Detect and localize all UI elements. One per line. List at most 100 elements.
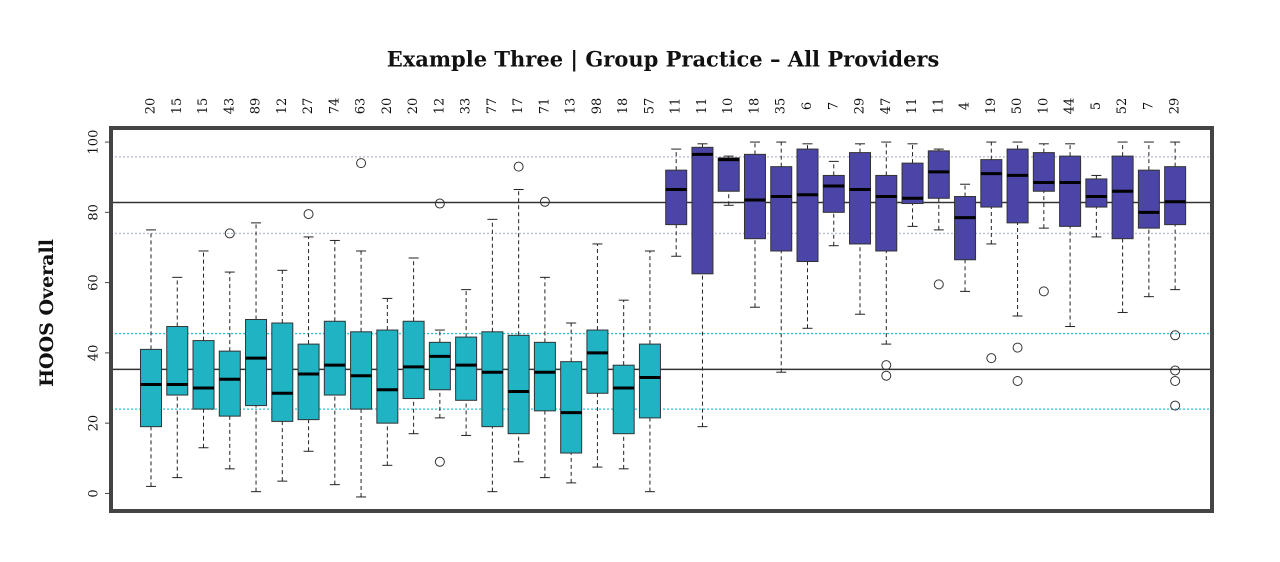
count-label: 11	[669, 98, 684, 115]
count-label: 15	[170, 98, 185, 115]
box	[1032, 152, 1055, 192]
box	[927, 150, 950, 199]
outlier	[539, 196, 550, 207]
count-label: 29	[853, 98, 868, 115]
count-label: 44	[1063, 98, 1078, 115]
box	[796, 148, 819, 263]
count-label: 98	[590, 98, 605, 115]
box	[376, 329, 399, 424]
outlier	[356, 158, 367, 169]
box	[849, 152, 872, 245]
count-label: 35	[774, 98, 789, 115]
count-label: 74	[327, 98, 342, 115]
box	[192, 340, 215, 410]
outlier	[1170, 330, 1181, 341]
count-label: 20	[406, 98, 421, 115]
box	[1059, 155, 1082, 227]
count-label: 13	[564, 98, 579, 115]
count-label: 17	[511, 98, 526, 115]
count-label: 12	[432, 98, 447, 115]
outlier	[1170, 375, 1181, 386]
box	[612, 364, 635, 435]
plot-frame	[109, 126, 1214, 513]
count-label: 7	[826, 102, 841, 110]
count-label: 11	[695, 98, 710, 115]
count-label: 12	[275, 98, 290, 115]
outlier	[434, 456, 445, 467]
box	[323, 320, 346, 396]
count-label: 77	[485, 98, 500, 115]
box	[665, 169, 688, 226]
box	[1006, 148, 1029, 224]
box	[218, 350, 241, 417]
outlier	[1012, 342, 1023, 353]
count-label: 5	[1089, 102, 1104, 110]
count-label: 33	[459, 98, 474, 115]
count-label: 27	[301, 98, 316, 115]
y-tick-label: 0	[87, 489, 102, 497]
chart-title: Example Three | Group Practice – All Pro…	[387, 47, 940, 72]
count-label: 20	[144, 98, 159, 115]
box	[140, 348, 162, 428]
count-label: 11	[905, 98, 920, 115]
box	[166, 326, 189, 396]
box	[1111, 155, 1134, 240]
count-label: 18	[747, 98, 762, 115]
count-label: 63	[354, 98, 369, 115]
count-label: 47	[879, 98, 894, 115]
outlier	[881, 370, 892, 381]
count-label: 71	[537, 98, 552, 115]
y-tick-label: 60	[87, 274, 102, 291]
box	[455, 336, 478, 401]
box	[428, 341, 451, 391]
box	[717, 157, 740, 192]
box	[560, 361, 583, 454]
count-label: 29	[1168, 98, 1183, 115]
count-label: 52	[1115, 98, 1130, 115]
box	[481, 331, 504, 428]
box	[1085, 178, 1108, 208]
box	[954, 196, 977, 261]
y-tick-label: 100	[87, 130, 102, 155]
box	[402, 320, 425, 400]
outlier	[1170, 400, 1181, 411]
box	[297, 343, 320, 421]
outlier	[513, 161, 524, 172]
box	[980, 159, 1003, 208]
outlier	[986, 353, 997, 364]
count-label: 43	[222, 98, 237, 115]
y-tick-label: 20	[87, 415, 102, 432]
box	[533, 341, 556, 412]
box	[691, 146, 714, 275]
box	[1137, 169, 1160, 229]
count-label: 50	[1010, 98, 1025, 115]
box	[770, 166, 793, 252]
box	[1164, 166, 1187, 226]
box	[350, 331, 373, 410]
count-label: 89	[249, 98, 264, 115]
y-tick-label: 80	[87, 204, 102, 221]
count-label: 20	[380, 98, 395, 115]
count-label: 7	[1141, 102, 1156, 110]
box	[507, 334, 530, 435]
box	[638, 343, 661, 419]
box	[743, 153, 766, 240]
count-label: 18	[616, 98, 631, 115]
count-label: 6	[800, 102, 815, 110]
outlier	[933, 279, 944, 290]
count-label: 57	[642, 98, 657, 115]
outlier	[224, 228, 235, 239]
box	[271, 322, 294, 422]
outlier	[434, 198, 445, 209]
box	[822, 174, 845, 213]
box	[875, 174, 898, 252]
outlier	[1012, 375, 1023, 386]
count-label: 11	[931, 98, 946, 115]
count-label: 10	[721, 98, 736, 115]
y-tick-label: 40	[87, 345, 102, 362]
outlier	[1170, 365, 1181, 376]
box	[586, 329, 609, 394]
box	[245, 319, 268, 407]
y-axis-label: HOOS Overall	[36, 239, 58, 387]
